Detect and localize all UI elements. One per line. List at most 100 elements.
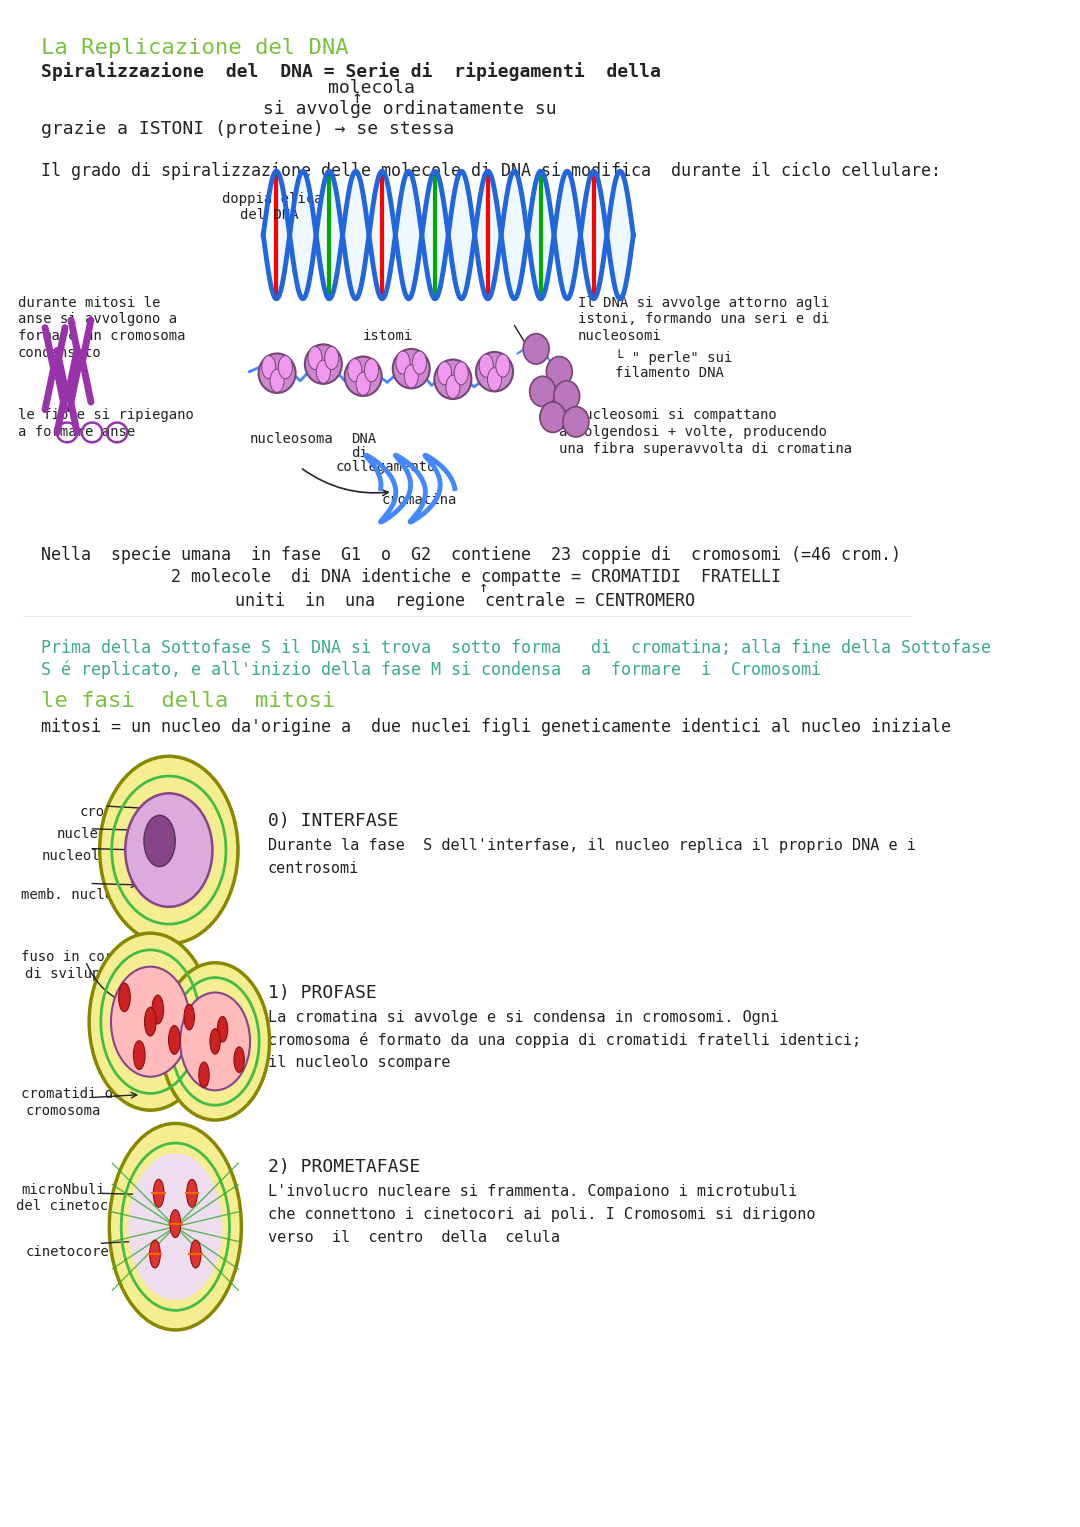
Text: L'involucro nucleare si frammenta. Compaiono i microtubuli: L'involucro nucleare si frammenta. Compa… [268,1183,797,1199]
Ellipse shape [563,406,589,437]
Text: Spiralizzazione  del  DNA = Serie di  ripiegamenti  della: Spiralizzazione del DNA = Serie di ripie… [41,63,661,81]
Text: si avvolge ordinatamente su: si avvolge ordinatamente su [264,99,557,118]
Circle shape [404,365,418,388]
Ellipse shape [90,933,212,1110]
Text: le fibre si ripiegano: le fibre si ripiegano [18,408,194,421]
Text: di sviluppo: di sviluppo [26,967,118,980]
Text: istoni, formando una seri e di: istoni, formando una seri e di [578,313,829,327]
Ellipse shape [111,967,190,1077]
Text: avvolgendosi + volte, producendo: avvolgendosi + volte, producendo [559,425,827,438]
Text: durante mitosi le: durante mitosi le [18,296,161,310]
Text: grazie a ISTONI (proteine) → se stessa: grazie a ISTONI (proteine) → se stessa [41,119,455,137]
Text: Il grado di spiralizzazione delle molecole di DNA si modifica  durante il ciclo : Il grado di spiralizzazione delle moleco… [41,162,941,180]
Ellipse shape [161,962,270,1121]
Text: del DNA: del DNA [240,208,299,221]
Ellipse shape [190,1240,201,1267]
Text: nucleosomi: nucleosomi [578,330,662,344]
Ellipse shape [199,1063,210,1087]
Ellipse shape [170,1209,180,1237]
Text: doppia elica: doppia elica [221,192,322,206]
Text: cromosomi: cromosomi [80,805,156,818]
Text: Nella  specie umana  in fase  G1  o  G2  contiene  23 coppie di  cromosomi (=46 : Nella specie umana in fase G1 o G2 conti… [41,547,901,565]
Text: La cromatina si avvolge e si condensa in cromosomi. Ogni: La cromatina si avvolge e si condensa in… [268,1009,779,1025]
Ellipse shape [152,996,163,1025]
Text: istomi: istomi [363,330,414,344]
Ellipse shape [434,359,471,399]
Ellipse shape [180,993,251,1090]
Ellipse shape [523,334,549,363]
Ellipse shape [258,353,296,392]
Text: S é replicato, e all'inizio della fase M si condensa  a  formare  i  Cromosomi: S é replicato, e all'inizio della fase M… [41,660,821,678]
Text: filamento DNA: filamento DNA [615,365,724,380]
Ellipse shape [153,1179,164,1208]
Ellipse shape [150,1240,160,1267]
Text: verso  il  centro  della  celula: verso il centro della celula [268,1229,559,1245]
Ellipse shape [546,356,572,386]
Text: una fibra superavvolta di cromatina: una fibra superavvolta di cromatina [559,441,852,455]
Text: che connettono i cinetocori ai poli. I Cromosomi si dirigono: che connettono i cinetocori ai poli. I C… [268,1206,815,1222]
Text: condensato: condensato [18,347,102,360]
Ellipse shape [99,756,238,944]
Text: del cinetocore: del cinetocore [16,1199,134,1214]
Ellipse shape [476,351,513,391]
Text: di: di [351,446,368,460]
Circle shape [356,373,370,395]
Ellipse shape [210,1029,220,1054]
Ellipse shape [145,1008,157,1035]
Ellipse shape [109,1124,242,1330]
Circle shape [487,368,501,391]
Text: cromatidi del: cromatidi del [21,1087,130,1101]
Circle shape [316,360,330,383]
Ellipse shape [125,794,213,907]
Circle shape [270,370,284,392]
Text: ↑: ↑ [351,89,362,107]
Circle shape [325,347,339,370]
Ellipse shape [234,1048,244,1072]
Ellipse shape [393,348,430,388]
Text: 0) INTERFASE: 0) INTERFASE [268,812,399,831]
Text: centrosomi: centrosomi [268,861,359,875]
Ellipse shape [305,345,342,383]
Text: La Replicazione del DNA: La Replicazione del DNA [41,38,349,58]
Ellipse shape [554,380,580,411]
Text: il nucleolo scompare: il nucleolo scompare [268,1055,450,1070]
Text: memb. nucleare: memb. nucleare [21,889,138,902]
Circle shape [364,359,378,382]
Circle shape [455,362,469,385]
Text: nucleosoma: nucleosoma [249,432,333,446]
Circle shape [496,354,510,377]
Text: le fasi  della  mitosi: le fasi della mitosi [41,690,336,710]
Ellipse shape [217,1017,228,1041]
Ellipse shape [119,983,131,1012]
Text: nucleo: nucleo [57,828,107,841]
Ellipse shape [529,376,555,406]
Text: DNA: DNA [351,432,376,446]
Text: └ " perle" sui: └ " perle" sui [615,348,732,365]
Text: uniti  in  una  regione  centrale = CENTROMERO: uniti in una regione centrale = CENTROME… [235,592,696,609]
Text: cromosoma: cromosoma [26,1104,100,1118]
Ellipse shape [187,1179,198,1208]
Ellipse shape [345,356,381,395]
Ellipse shape [184,1005,194,1029]
Circle shape [413,351,427,374]
Text: 2) PROMETAFASE: 2) PROMETAFASE [268,1159,420,1176]
Circle shape [396,351,410,374]
Text: fuso in corso: fuso in corso [21,950,130,964]
Text: a formare anse: a formare anse [18,425,135,438]
Circle shape [144,815,175,867]
Text: 1) PROFASE: 1) PROFASE [268,983,377,1002]
Text: mitosi = un nucleo da'origine a  due nuclei figli geneticamente identici al nucl: mitosi = un nucleo da'origine a due nucl… [41,718,951,736]
Circle shape [308,347,322,370]
Ellipse shape [129,1153,222,1299]
Text: formare un cromosoma: formare un cromosoma [18,330,186,344]
Ellipse shape [540,402,566,432]
Text: 2 molecole  di DNA identiche e compatte = CROMATIDI  FRATELLI: 2 molecole di DNA identiche e compatte =… [171,568,781,585]
Text: microNbuli: microNbuli [21,1182,105,1197]
Text: ↑: ↑ [478,580,488,594]
Circle shape [261,356,275,379]
Circle shape [348,359,362,382]
Circle shape [437,362,451,385]
Circle shape [480,354,494,377]
Circle shape [279,356,293,379]
Text: collegamento: collegamento [336,460,436,473]
